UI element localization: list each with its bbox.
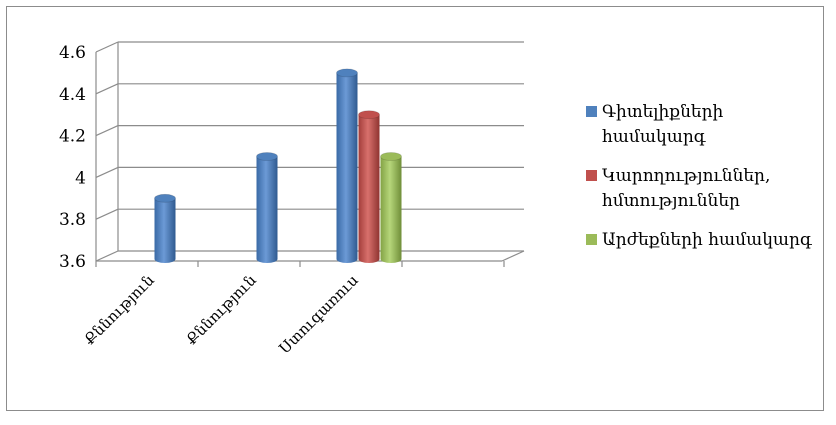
bars <box>154 68 402 264</box>
x-category-labels: Քննություն Քննություն Ստուգառուս <box>80 271 362 358</box>
axes <box>95 42 525 267</box>
floor-edge <box>501 250 525 262</box>
legend-label-skills: Կարողություններ, հմտություններ <box>602 166 771 211</box>
bar <box>336 68 358 264</box>
gridline <box>95 124 524 137</box>
y-tick-labels: 3.6 3.8 4 4.2 4.4 4.6 <box>59 43 86 272</box>
gridlines <box>95 41 524 262</box>
bar <box>380 152 402 263</box>
chart-frame <box>6 6 824 411</box>
legend-label-values: Արժեքների համակարգ <box>602 230 812 250</box>
bar <box>154 193 176 263</box>
x-category-label: Ստուգառուս <box>276 271 363 358</box>
x-category-label: Քննություն <box>182 271 260 349</box>
x-category-label: Քննություն <box>80 271 158 349</box>
bar <box>256 152 278 263</box>
legend-label-knowledge: Գիտելիքների համակարգ <box>602 102 724 147</box>
legend-item-values: Արժեքների համակարգ <box>582 228 822 253</box>
gridline <box>95 250 524 262</box>
gridline <box>95 166 524 178</box>
y-tick-label: 3.8 <box>59 210 86 230</box>
legend-swatch-skills <box>586 170 597 181</box>
y-tick-label: 4.6 <box>59 43 86 63</box>
bar <box>358 110 380 263</box>
legend-item-knowledge: Գիտելիքների համակարգ <box>582 100 822 150</box>
legend-item-skills: Կարողություններ, հմտություններ <box>582 164 822 214</box>
y-tick-label: 3.6 <box>59 252 86 272</box>
legend: Գիտելիքների համակարգ Կարողություններ, հմ… <box>582 100 822 267</box>
y-tick-label: 4.4 <box>59 85 86 105</box>
legend-swatch-knowledge <box>586 106 597 117</box>
y-tick-label: 4.2 <box>59 127 86 147</box>
legend-swatch-values <box>586 234 597 245</box>
gridline <box>95 83 524 95</box>
gridline <box>95 41 524 53</box>
gridline <box>95 208 524 220</box>
y-tick-label: 4 <box>75 168 86 188</box>
